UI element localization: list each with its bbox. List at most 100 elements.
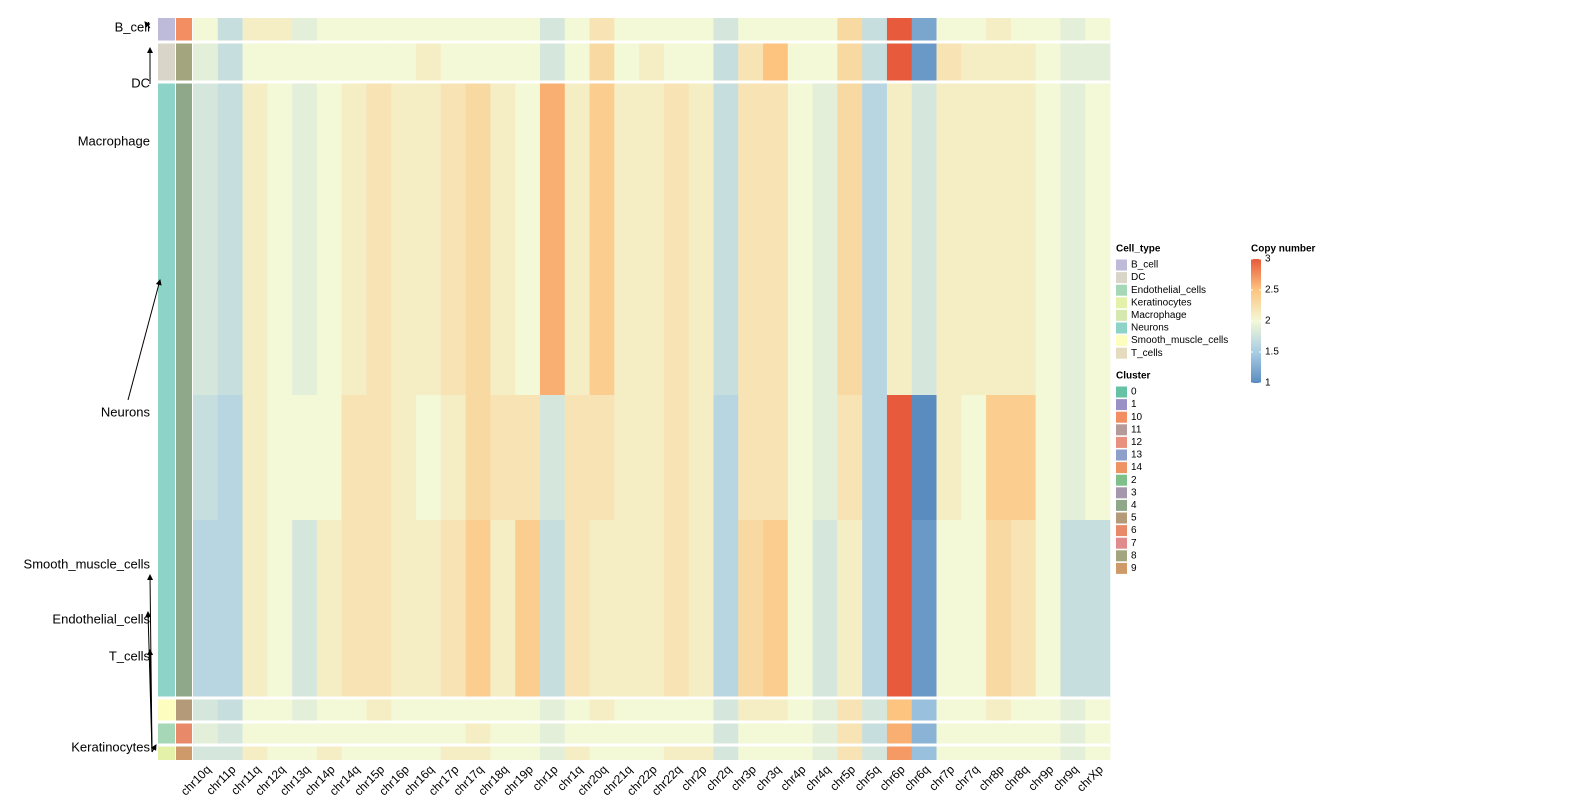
heatmap-cell (242, 18, 268, 42)
heatmap-cell (292, 698, 318, 722)
heatmap-cell (812, 745, 838, 760)
heatmap-cell (961, 520, 987, 698)
heatmap-cell (763, 722, 789, 745)
heatmap-cell (341, 82, 367, 395)
heatmap-cell (217, 722, 243, 745)
heatmap-cell (292, 745, 318, 760)
heatmap-cell (292, 520, 318, 698)
heatmap-cell (539, 698, 566, 722)
legend-swatch (1116, 487, 1127, 499)
legend-swatch (1116, 335, 1127, 347)
legend-label: 3 (1131, 487, 1137, 498)
heatmap-cell (1085, 82, 1111, 395)
heatmap-cell (1085, 745, 1111, 760)
heatmap-cell (539, 82, 566, 395)
heatmap-cell (862, 698, 888, 722)
colorbar (1251, 259, 1261, 383)
heatmap-cell (465, 698, 491, 722)
legend-label: Keratinocytes (1131, 297, 1192, 308)
legend-label: Neurons (1131, 323, 1169, 334)
heatmap-cell (936, 722, 962, 745)
legend-title: Cell_type (1116, 244, 1161, 255)
heatmap-cell (316, 82, 343, 395)
arrow (127, 279, 162, 401)
legend-swatch (1116, 462, 1127, 474)
column-label: chr7q (951, 762, 982, 793)
heatmap-cell (1035, 18, 1061, 42)
heatmap-cell (986, 42, 1012, 82)
legend-swatch (1116, 322, 1127, 334)
heatmap-cell (1060, 395, 1086, 520)
heatmap-cell (837, 745, 863, 760)
heatmap-cell (787, 745, 813, 760)
heatmap-cell (738, 722, 764, 745)
heatmap-cell (366, 42, 392, 82)
heatmap-cell (738, 18, 764, 42)
heatmap-cell (589, 745, 615, 760)
heatmap-cell (564, 42, 590, 82)
heatmap-cell (936, 18, 962, 42)
legend-label: Endothelial_cells (1131, 285, 1206, 296)
heatmap-cell (440, 698, 466, 722)
heatmap-cell (391, 82, 417, 395)
heatmap-cell (911, 18, 937, 42)
colorbar-label: 2.5 (1265, 285, 1279, 296)
heatmap-cell (539, 18, 566, 42)
heatmap-cell (1085, 722, 1111, 745)
heatmap-cell (391, 520, 417, 698)
heatmap-cell (391, 722, 417, 745)
heatmap-cell (713, 18, 739, 42)
heatmap-cell (986, 82, 1012, 395)
heatmap-cell (217, 82, 243, 395)
row-label: T_cells (109, 648, 151, 663)
legend-swatch (1116, 537, 1127, 549)
legend-label: 10 (1131, 412, 1143, 423)
heatmap-cell (936, 395, 962, 520)
heatmap-cell (639, 520, 665, 698)
row-label: Endothelial_cells (52, 611, 150, 626)
legend-label: 8 (1131, 550, 1137, 561)
heatmap-cell (490, 395, 516, 520)
heatmap-cell (366, 698, 392, 722)
cell-type-annotation (158, 745, 175, 760)
heatmap-cell (663, 18, 689, 42)
heatmap-cell (465, 18, 491, 42)
heatmap-cell (193, 698, 219, 722)
heatmap-cell (292, 722, 318, 745)
heatmap-cell (763, 520, 789, 698)
heatmap-cell (366, 82, 392, 395)
heatmap-cell (1035, 395, 1061, 520)
column-label: chr8q (1000, 762, 1031, 793)
heatmap-cell (1060, 42, 1086, 82)
heatmap-cell (341, 745, 367, 760)
heatmap-cell (787, 18, 813, 42)
heatmap-cell (614, 520, 640, 698)
heatmap-cell (663, 722, 689, 745)
heatmap-cell (614, 698, 640, 722)
heatmap-cell (539, 42, 566, 82)
legend-label: Macrophage (1131, 310, 1187, 321)
heatmap-cell (267, 698, 293, 722)
legend-swatch (1116, 474, 1127, 486)
column-label: chr5p (827, 762, 858, 793)
heatmap-cell (416, 82, 442, 395)
cell-type-annotation (158, 42, 175, 82)
heatmap-cell (986, 745, 1012, 760)
heatmap-cell (713, 82, 739, 395)
heatmap-cell (391, 395, 417, 520)
heatmap-cell (1010, 698, 1036, 722)
heatmap-cell (936, 698, 962, 722)
legend-label: 4 (1131, 500, 1137, 511)
heatmap-cell (639, 82, 665, 395)
legend-swatch (1116, 436, 1127, 448)
column-label: chr4p (777, 762, 808, 793)
legend-swatch (1116, 411, 1127, 423)
heatmap-cell (490, 18, 516, 42)
heatmap-cell (267, 722, 293, 745)
column-label: chrXp (1074, 762, 1106, 794)
heatmap-cell (787, 42, 813, 82)
heatmap-cell (936, 42, 962, 82)
row-label: Macrophage (78, 133, 150, 148)
heatmap-cell (391, 698, 417, 722)
colorbar-label: 3 (1265, 254, 1271, 265)
